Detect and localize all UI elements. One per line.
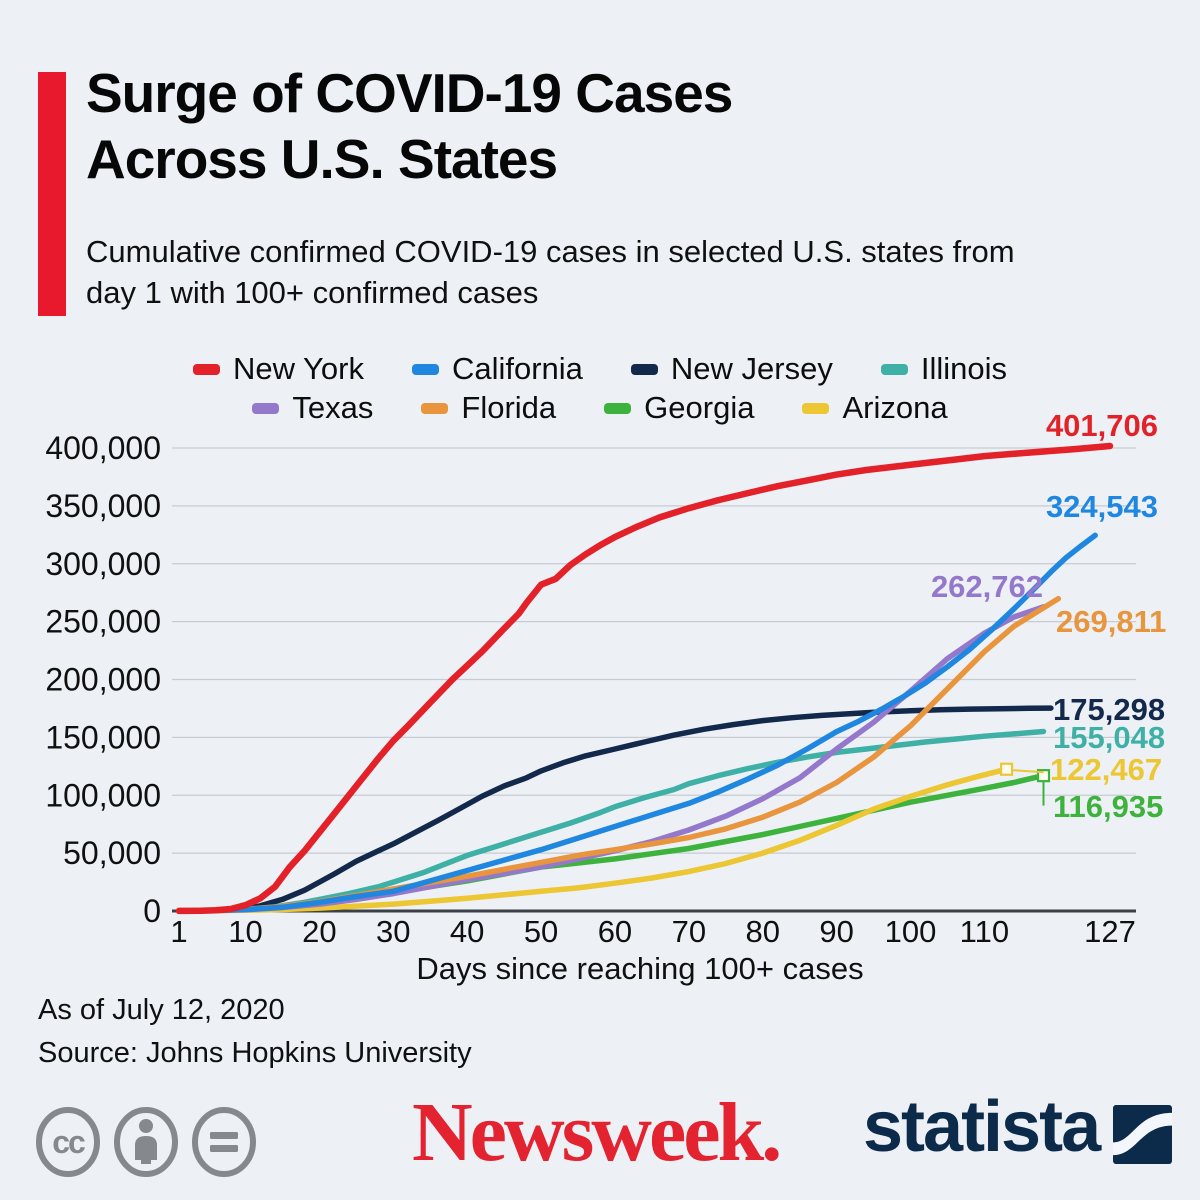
y-tick-label: 250,000 [45, 604, 161, 640]
legend-swatch-arizona [802, 402, 830, 414]
x-axis-title: Days since reaching 100+ cases [416, 951, 863, 986]
source-note: Source: Johns Hopkins University [38, 1037, 472, 1069]
page-title-line2: Across U.S. States [86, 128, 558, 190]
legend-item-georgia: Georgia [604, 390, 754, 426]
end-marker-arizona [999, 762, 1014, 776]
as-of-date: As of July 12, 2020 [38, 994, 285, 1026]
legend-label-florida: Florida [461, 390, 557, 425]
legend-swatch-illinois [880, 363, 908, 375]
legend-swatch-california [411, 363, 439, 375]
legend-swatch-florida [421, 402, 449, 414]
page-title: Surge of COVID-19 Cases Across U.S. Stat… [86, 60, 733, 192]
end-label-georgia: 116,935 [1053, 789, 1163, 824]
end-label-new_york: 401,706 [1046, 408, 1158, 443]
page-subtitle-line1: Cumulative confirmed COVID-19 cases in s… [86, 234, 1015, 269]
legend-item-arizona: Arizona [802, 390, 948, 426]
y-tick-label: 200,000 [45, 662, 161, 698]
chart-legend: New York California New Jersey Illinois Texa… [0, 351, 1200, 426]
statista-mark-icon [1113, 1105, 1173, 1164]
cc-license-icons: cc [36, 1107, 256, 1177]
creative-commons-badges: cc [34, 1104, 262, 1185]
x-tick-label: 10 [228, 914, 262, 949]
end-marker-georgia [1036, 769, 1051, 783]
series-lines [175, 442, 1114, 915]
newsweek-logo: Newsweek. [412, 1086, 782, 1179]
attribution-icon [114, 1107, 178, 1177]
cc-icon: cc [36, 1107, 100, 1177]
legend-label-new_jersey: New Jersey [670, 351, 833, 386]
legend-row: New York California New Jersey Illinois [192, 351, 1007, 387]
x-tick-label: 60 [598, 914, 632, 949]
title-accent-bar [38, 72, 66, 316]
x-axis-tick-labels: 1 10 20 30 40 50 60 70 80 90 100 110 127 [170, 914, 1135, 949]
end-label-arizona: 122,467 [1050, 752, 1162, 787]
legend-swatch-new_jersey [630, 363, 658, 375]
x-tick-label: 1 [170, 914, 187, 949]
legend-swatch-new_york [192, 363, 220, 375]
x-tick-label: 50 [524, 914, 558, 949]
legend-item-florida: Florida [421, 390, 556, 426]
end-label-texas: 262,762 [931, 569, 1043, 604]
legend-label-georgia: Georgia [644, 390, 755, 425]
series-line-new_york [175, 442, 1114, 915]
legend-item-illinois: Illinois [880, 351, 1007, 387]
page-title-line1: Surge of COVID-19 Cases [86, 62, 733, 124]
y-tick-label: 50,000 [63, 835, 161, 871]
legend-label-california: California [451, 351, 583, 386]
end-label-california: 324,543 [1046, 489, 1158, 524]
x-tick-label: 80 [745, 914, 779, 949]
end-label-florida: 269,811 [1056, 604, 1166, 639]
legend-item-california: California [411, 351, 583, 387]
x-tick-label: 70 [672, 914, 706, 949]
x-tick-label: 127 [1084, 914, 1136, 949]
x-tick-label: 90 [819, 914, 853, 949]
legend-label-new_york: New York [232, 351, 364, 386]
legend-label-illinois: Illinois [920, 351, 1007, 386]
series-line-arizona [176, 766, 1010, 914]
legend-item-texas: Texas [252, 390, 373, 426]
series-line-california [176, 532, 1098, 914]
legend-row: Texas Florida Georgia Arizona [252, 390, 948, 426]
statista-logo: statista [863, 1087, 1173, 1167]
y-tick-label: 400,000 [45, 430, 161, 466]
y-tick-label: 350,000 [45, 488, 161, 524]
end-label-illinois: 155,048 [1053, 720, 1165, 755]
y-tick-label: 100,000 [45, 777, 161, 813]
x-tick-label: 110 [960, 914, 1009, 949]
svg-text:cc: cc [52, 1124, 85, 1160]
series-line-florida [176, 595, 1062, 914]
legend-label-arizona: Arizona [842, 390, 948, 425]
x-tick-label: 30 [376, 914, 410, 949]
y-tick-label: 300,000 [45, 546, 161, 582]
legend-swatch-texas [252, 402, 280, 414]
x-tick-label: 20 [302, 914, 336, 949]
legend-label-texas: Texas [292, 390, 374, 425]
legend-item-new_york: New York [192, 351, 364, 387]
page-subtitle: Cumulative confirmed COVID-19 cases in s… [86, 231, 1015, 313]
series-line-texas [176, 604, 1047, 914]
x-tick-label: 100 [885, 914, 937, 949]
y-axis-tick-labels: 0 50,000 100,000 150,000 200,000 250,000 300,0… [45, 430, 161, 929]
page-subtitle-line2: day 1 with 100+ confirmed cases [86, 275, 539, 310]
x-tick-label: 40 [450, 914, 484, 949]
equals-icon [192, 1107, 256, 1177]
end-label-new_jersey: 175,298 [1053, 692, 1165, 727]
y-tick-label: 150,000 [45, 719, 161, 755]
legend-item-new_jersey: New Jersey [630, 351, 833, 387]
statista-wordmark: statista [863, 1087, 1101, 1167]
y-tick-label: 0 [143, 893, 161, 929]
legend-swatch-georgia [604, 402, 632, 414]
